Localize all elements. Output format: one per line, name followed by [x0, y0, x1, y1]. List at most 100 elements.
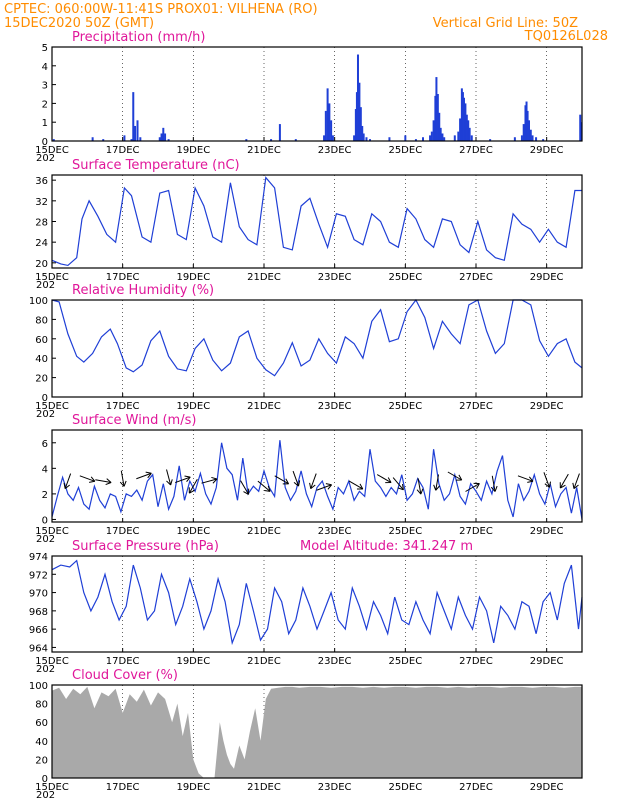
- panels-group: Precipitation (mm/h) 15DEC 17DEC 19DEC 21DEC…: [29, 30, 583, 801]
- pressure-frame: [51, 555, 583, 653]
- precip-bar: [164, 133, 167, 141]
- humidity-x-tick-label: 15DEC: [35, 401, 69, 412]
- precip-bar: [365, 137, 368, 141]
- cloud-y-tick-label: 100: [29, 681, 48, 692]
- precip-bar: [414, 139, 417, 141]
- precip-bar: [102, 139, 105, 141]
- wind-x-tick-label: 19DEC: [176, 526, 210, 537]
- humidity-y-tick-label: 100: [29, 296, 48, 307]
- temp-x-tick-label: 17DEC: [106, 272, 140, 283]
- wind-arrow-shaft: [435, 474, 440, 491]
- wind-arrow-shaft: [136, 472, 152, 480]
- cloud-x-tick-sub: 202: [36, 790, 55, 800]
- header-date: 15DEC2020 50Z (GMT): [4, 16, 154, 31]
- temp-y-tick-label: 24: [35, 238, 48, 249]
- precip-bar: [162, 127, 165, 141]
- wind-arrow: [543, 472, 552, 488]
- wind-arrow-shaft: [573, 473, 580, 489]
- humidity-x-tick-label: 17DEC: [106, 401, 140, 412]
- cloud-y-tick-label: 40: [35, 737, 48, 748]
- wind-arrow-shaft: [559, 473, 569, 489]
- wind-arrow-shaft: [447, 471, 462, 481]
- wind-arrow-head: [293, 480, 301, 487]
- precip-bar: [91, 137, 94, 141]
- precip-bar: [457, 131, 460, 141]
- precip-bar: [356, 54, 359, 141]
- pressure-x-tick-label: 19DEC: [176, 656, 210, 667]
- precip-bar: [464, 103, 467, 141]
- temp-y-tick-label: 28: [35, 218, 48, 229]
- wind-arrow-head: [264, 485, 271, 492]
- precip-bar: [358, 82, 361, 141]
- precip-x-tick-label: 15DEC: [35, 145, 69, 156]
- precip-x-tick-label: 25DEC: [388, 145, 422, 156]
- precip-x-tick-label: 21DEC: [247, 145, 281, 156]
- precip-bar: [520, 135, 523, 141]
- precip-bar: [513, 137, 516, 141]
- wind-arrow-shaft: [348, 480, 364, 490]
- wind-arrow-head: [211, 476, 218, 484]
- wind-y-tick-label: 4: [42, 464, 48, 475]
- cloud-title: Cloud Cover (%): [72, 668, 178, 683]
- wind-arrow: [490, 475, 498, 492]
- precip-bar: [404, 135, 407, 141]
- wind-frame: [51, 429, 583, 523]
- wind-arrow: [559, 473, 569, 489]
- pressure-y-tick-label: 964: [29, 643, 48, 654]
- cloud-x-tick-label: 29DEC: [530, 782, 564, 793]
- precip-x-tick-label: 23DEC: [318, 145, 352, 156]
- precip-bar: [467, 120, 470, 141]
- wind-y-tick-label: 6: [42, 439, 48, 450]
- precip-bar: [245, 139, 248, 141]
- precip-bar: [132, 92, 135, 141]
- cloud-area: [52, 686, 582, 778]
- precip-title: Precipitation (mm/h): [72, 30, 205, 45]
- wind-arrow-head: [385, 477, 392, 484]
- precip-bar: [136, 120, 139, 141]
- humidity-x-tick-label: 29DEC: [530, 401, 564, 412]
- wind-arrow: [136, 471, 152, 480]
- wind-arrow-head: [544, 481, 552, 488]
- temp-title: Surface Temperature (nC): [72, 158, 240, 173]
- wind-arrow-shaft: [79, 475, 96, 482]
- precip-frame: [51, 46, 583, 142]
- precip-bar: [462, 97, 465, 141]
- wind-arrow-shaft: [188, 479, 198, 494]
- wind-arrow-head: [416, 488, 424, 495]
- humidity-x-tick-label: 21DEC: [247, 401, 281, 412]
- header-grid-note: Vertical Grid Line: 50Z: [433, 16, 578, 31]
- humidity-series-line: [51, 298, 583, 377]
- precip-bar: [470, 135, 473, 141]
- precip-bar: [160, 133, 163, 141]
- pressure-x-tick-label: 29DEC: [530, 656, 564, 667]
- wind-arrow-head: [490, 485, 498, 492]
- humidity-x-tick-label: 23DEC: [318, 401, 352, 412]
- wind-y-tick-label: 2: [42, 490, 48, 501]
- precip-bar: [453, 135, 456, 141]
- wind-arrow: [240, 480, 250, 495]
- temp-x-tick-label: 25DEC: [388, 272, 422, 283]
- precip-bar: [436, 94, 439, 141]
- header-location: CPTEC: 060:00W-11:41S PROX01: VILHENA (R…: [4, 2, 318, 17]
- cloud-x-tick-label: 21DEC: [247, 782, 281, 793]
- wind-arrow-head: [433, 484, 440, 491]
- humidity-title: Relative Humidity (%): [72, 283, 214, 298]
- wind-arrow-shaft: [310, 473, 317, 489]
- precip-x-tick-label: 27DEC: [459, 145, 493, 156]
- cloud-x-tick-label: 27DEC: [459, 782, 493, 793]
- wind-arrow-head: [356, 483, 364, 490]
- temp-x-tick-label: 29DEC: [530, 272, 564, 283]
- precip-bar: [326, 88, 329, 141]
- wind-arrow: [392, 477, 404, 491]
- precip-y-tick-label: 1: [42, 118, 48, 129]
- wind-y-tick-label: 0: [42, 515, 48, 526]
- wind-arrow-head: [559, 482, 566, 489]
- wind-panel: Surface Wind (m/s) 15DEC 17DEC 19DEC 21DEC 23…: [35, 413, 583, 545]
- wind-arrow-head: [527, 476, 534, 483]
- wind-arrow-head: [455, 474, 463, 481]
- precip-bar: [139, 137, 142, 141]
- wind-arrow-shaft: [376, 474, 392, 483]
- precip-x-tick-label: 19DEC: [176, 145, 210, 156]
- wind-arrow-shaft: [517, 475, 534, 482]
- precip-y-tick-label: 0: [42, 137, 48, 148]
